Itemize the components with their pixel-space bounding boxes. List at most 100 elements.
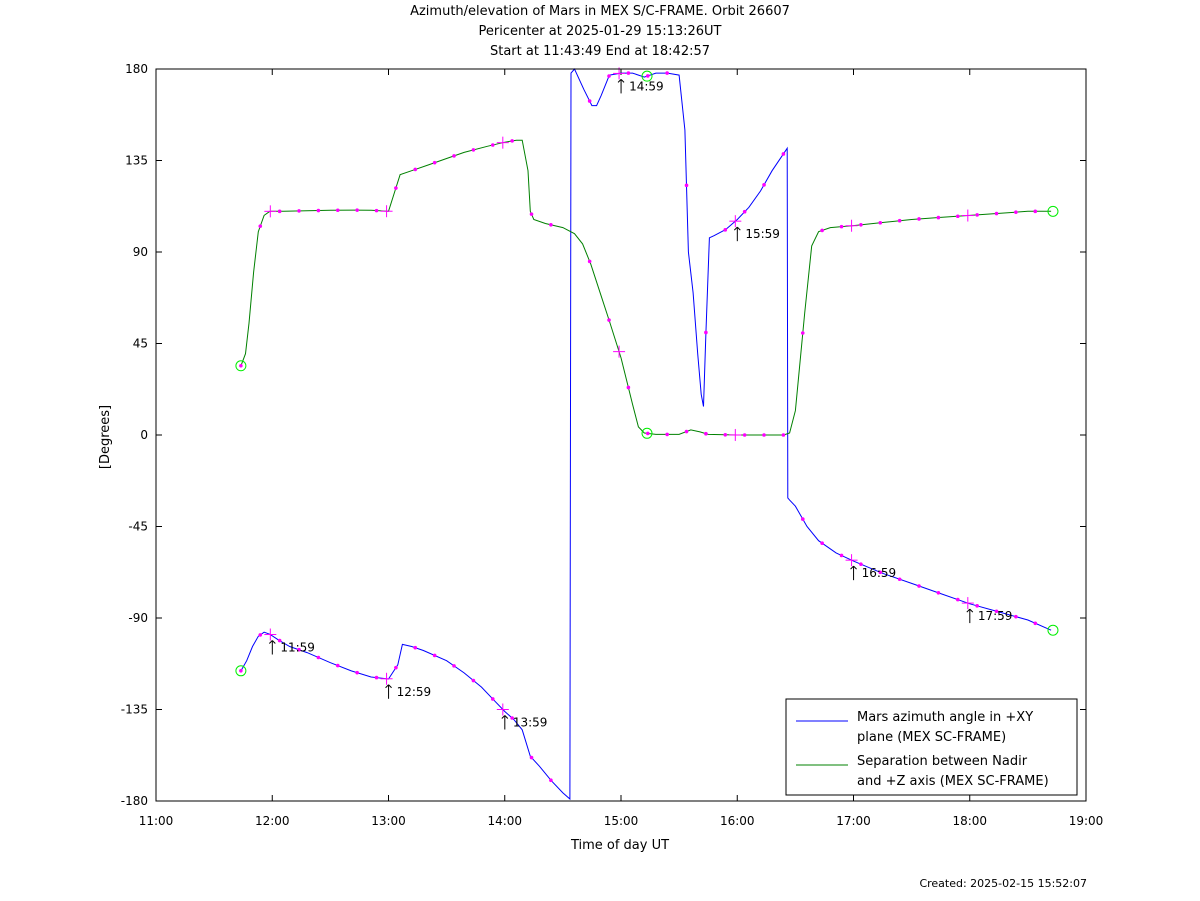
x-tick-label: 18:00	[952, 814, 987, 828]
data-point-marker	[626, 71, 631, 75]
data-point-marker	[413, 645, 418, 650]
data-point-marker	[510, 716, 514, 720]
y-tick-label: 90	[133, 245, 148, 259]
time-marker-arrow	[504, 715, 509, 719]
plot-frame	[155, 68, 1087, 802]
endpoint-circle-marker	[1047, 205, 1059, 217]
endpoint-circle-marker	[235, 665, 247, 677]
data-point-marker	[820, 228, 824, 233]
time-marker-arrow	[853, 565, 857, 570]
x-axis-label: Time of day UT	[570, 838, 669, 853]
created-timestamp: Created: 2025-02-15 15:52:07	[919, 877, 1087, 890]
data-point-marker	[258, 224, 263, 228]
data-point-marker	[781, 433, 786, 437]
marker-layer: 11:59 12:59 13:59 14:59 15:59 16:59 17:59	[235, 67, 1059, 783]
data-point-marker	[1033, 209, 1038, 214]
data-point-marker	[665, 71, 669, 75]
data-point-marker	[975, 604, 979, 608]
x-tick-label: 13:00	[371, 814, 406, 828]
series-layer	[240, 68, 1052, 801]
data-point-marker	[432, 653, 437, 658]
y-tick-label: 0	[140, 428, 148, 442]
data-point-marker	[762, 183, 766, 187]
data-point-marker	[549, 778, 553, 783]
pericenter-circle-marker	[641, 427, 653, 439]
y-tick-label: -90	[128, 611, 148, 625]
data-point-marker	[394, 186, 398, 190]
data-point-marker	[1033, 621, 1038, 626]
data-point-marker	[859, 562, 863, 566]
data-point-marker	[839, 224, 844, 229]
time-marker-label: 14:59	[629, 79, 664, 93]
data-point-marker	[897, 577, 902, 582]
time-marker-arrow	[850, 565, 854, 570]
endpoint-circle-marker	[1047, 624, 1059, 636]
data-point-marker	[684, 183, 689, 188]
data-point-marker	[490, 697, 495, 701]
data-point-marker	[587, 259, 592, 264]
data-point-marker	[432, 160, 437, 165]
data-point-marker	[239, 363, 243, 368]
y-tick-label: 45	[133, 337, 148, 351]
y-axis-label: [Degrees]	[98, 405, 113, 469]
time-marker-arrow	[733, 226, 738, 231]
data-point-marker	[800, 517, 805, 521]
data-point-marker	[335, 208, 340, 213]
data-point-marker	[316, 208, 321, 213]
data-point-marker	[297, 647, 301, 652]
time-marker-arrow	[385, 684, 389, 689]
time-marker-label: 17:59	[978, 609, 1013, 623]
data-point-marker	[975, 213, 979, 217]
separation-line	[240, 139, 1052, 436]
chart-title: Azimuth/elevation of Mars in MEX S/C-FRA…	[410, 4, 790, 19]
time-marker-arrow	[501, 715, 506, 719]
data-point-marker	[374, 208, 379, 213]
data-point-marker	[994, 609, 999, 614]
x-tick-label: 16:00	[720, 814, 755, 828]
data-point-marker	[239, 669, 243, 673]
data-point-marker	[878, 220, 883, 225]
data-point-marker	[665, 432, 669, 437]
data-point-marker	[994, 211, 999, 216]
data-point-marker	[645, 74, 650, 78]
data-point-marker	[917, 584, 921, 588]
data-point-marker	[529, 755, 534, 760]
data-point-marker	[955, 214, 960, 219]
time-marker-arrow	[271, 640, 276, 644]
data-point-marker	[510, 139, 514, 143]
x-tick-label: 12:00	[255, 814, 290, 828]
data-point-marker	[723, 228, 728, 232]
chart-subtitle-start-end: Start at 11:43:49 End at 18:42:57	[489, 44, 711, 59]
legend-label-azimuth-line1: Mars azimuth angle in +XY	[857, 710, 1033, 725]
time-marker-label: 12:59	[397, 685, 432, 699]
data-point-marker	[762, 433, 766, 437]
axis-ticks	[155, 68, 1087, 802]
x-tick-label: 17:00	[836, 814, 871, 828]
data-point-marker	[820, 541, 824, 545]
time-marker-label: 11:59	[280, 641, 315, 655]
data-point-marker	[704, 330, 708, 335]
azimuth-line	[240, 68, 1052, 801]
endpoint-circle-marker	[235, 360, 247, 372]
y-tick-label: -45	[128, 520, 148, 534]
x-tick-label: 14:00	[487, 814, 522, 828]
data-point-marker	[587, 99, 592, 103]
data-point-marker	[917, 217, 921, 221]
data-point-marker	[955, 597, 960, 602]
time-marker-label: 16:59	[862, 566, 897, 580]
legend-label-separation-line1: Separation between Nadir	[857, 754, 1028, 769]
pericenter-circle-marker	[641, 70, 653, 82]
data-point-marker	[277, 638, 282, 643]
time-marker-label: 15:59	[745, 227, 780, 241]
data-point-marker	[297, 209, 301, 213]
data-point-marker	[607, 74, 611, 78]
data-point-marker	[394, 665, 398, 670]
y-tick-labels: 180 135 90 45 0 -45 -90 -135 -180	[121, 62, 148, 808]
y-tick-label: -180	[121, 794, 148, 808]
data-point-marker	[452, 154, 456, 158]
data-point-marker	[897, 218, 902, 223]
time-marker-arrow	[388, 684, 392, 689]
data-point-marker	[452, 664, 456, 668]
data-point-marker	[1014, 210, 1018, 214]
